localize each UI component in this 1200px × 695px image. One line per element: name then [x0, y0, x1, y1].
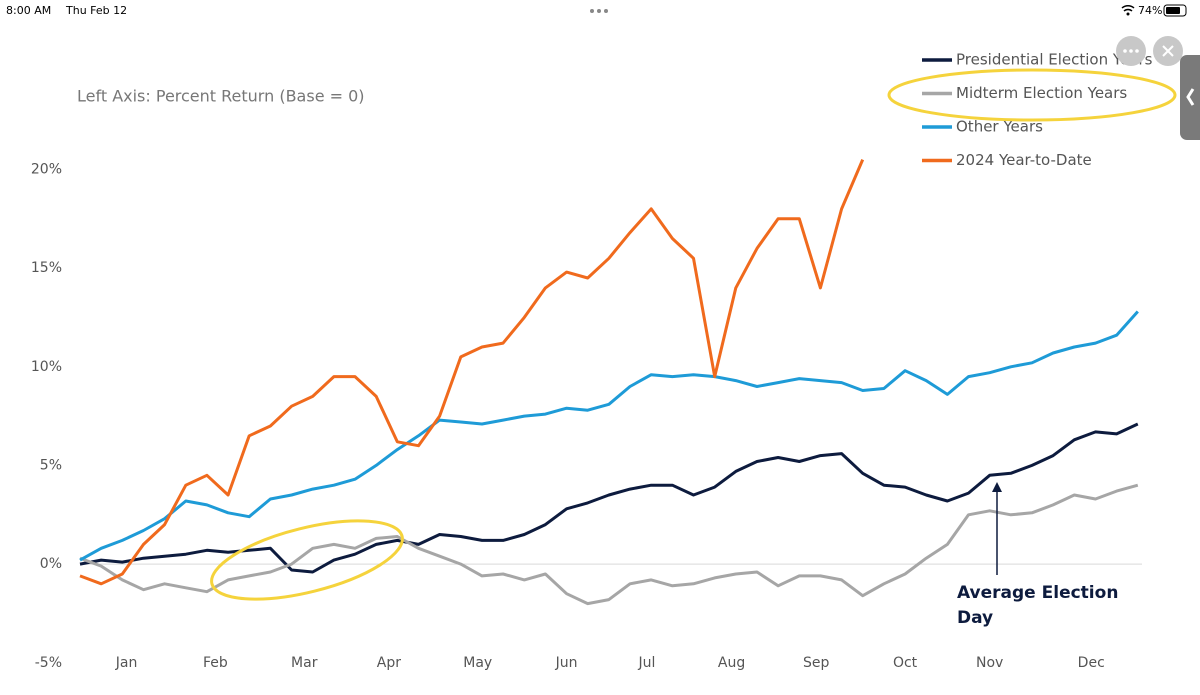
x-tick-label: May [463, 655, 492, 671]
highlight-ellipse [887, 68, 1177, 122]
series-line [79, 310, 1139, 562]
close-icon [1162, 45, 1174, 57]
x-tick-label: Dec [1078, 655, 1105, 671]
dots [597, 9, 601, 13]
x-tick-label: Jan [115, 655, 138, 671]
annotation-arrowhead [992, 482, 1002, 492]
series-line [79, 159, 865, 586]
more-button-dot [1123, 49, 1127, 53]
highlight-ellipse [210, 519, 404, 601]
series-line [79, 483, 1139, 606]
status-time: 8:00 AM [6, 4, 51, 17]
x-tick-label: Apr [377, 655, 401, 671]
wifi-icon [1121, 4, 1135, 12]
dots [604, 9, 608, 13]
battery-icon [1163, 4, 1187, 17]
battery-level [1166, 7, 1180, 14]
legend-label: Midterm Election Years [956, 84, 1127, 102]
dots [590, 9, 594, 13]
x-tick-label: Feb [203, 655, 228, 671]
legend-label: 2024 Year-to-Date [956, 151, 1092, 169]
x-tick-label: Jun [555, 655, 578, 671]
plot: -5% 0% 5% 10% 15% 20% Jan Feb Mar Apr May Jun Jul Aug… [31, 51, 1153, 671]
y-tick-label: 20% [31, 161, 62, 177]
x-tick-label: Sep [803, 655, 830, 671]
y-tick-label: 10% [31, 359, 62, 375]
y-tick-label: -5% [35, 655, 62, 671]
x-tick-label: Mar [291, 655, 318, 671]
y-tick-label: 15% [31, 260, 62, 276]
battery-text: 74% [1138, 4, 1162, 17]
side-tab-icon [1186, 88, 1195, 106]
chart-subtitle: Left Axis: Percent Return (Base = 0) [77, 87, 365, 106]
series-line [79, 422, 1139, 574]
legend-label: Other Years [956, 118, 1043, 136]
wifi-icon [1126, 12, 1130, 16]
legend-label: Presidential Election Years [956, 51, 1153, 69]
x-tick-label: Oct [893, 655, 918, 671]
y-tick-label: 0% [40, 556, 62, 572]
x-tick-label: Nov [976, 655, 1003, 671]
y-tick-label: 5% [40, 457, 62, 473]
x-tick-label: Jul [638, 655, 656, 671]
more-button-dot [1135, 49, 1139, 53]
status-bar: 8:00 AM Thu Feb 12 74% [6, 4, 1187, 17]
status-date: Thu Feb 12 [65, 4, 127, 17]
more-button-dot [1129, 49, 1133, 53]
annotation: Average Election Day [957, 583, 1119, 628]
x-tick-label: Aug [718, 655, 745, 671]
